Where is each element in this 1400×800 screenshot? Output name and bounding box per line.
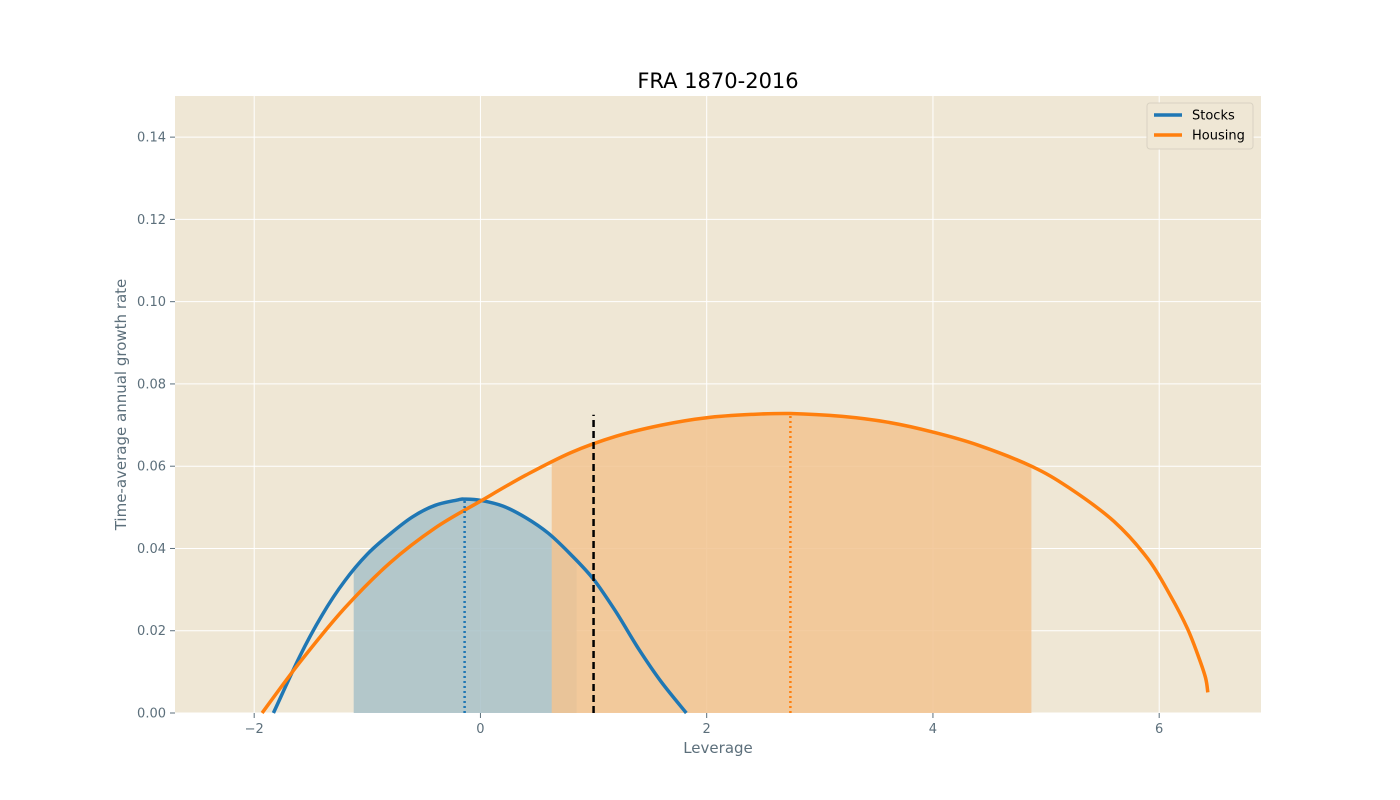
y-axis-ticks: 0.00 0.02 0.04 0.06 0.08 0.10 0.12 0.14 [137,131,175,722]
legend: Stocks Housing [1146,102,1254,150]
x-axis-label: Leverage [683,739,753,757]
x-tick-label: 2 [703,722,711,737]
band-housing [551,413,1032,713]
chart-title: FRA 1870-2016 [637,69,798,93]
y-tick-label: 0.08 [137,377,166,392]
x-tick-label: 4 [929,722,937,737]
y-axis-label: Time-average annual growth rate [112,279,130,532]
peak-markers [463,413,792,713]
y-tick-label: 0.00 [137,707,166,722]
y-tick-label: 0.06 [137,460,166,475]
x-tick-label: −2 [245,722,264,737]
x-tick-label: 0 [476,722,484,737]
y-tick-label: 0.14 [137,131,166,146]
y-tick-label: 0.02 [137,624,166,639]
legend-label-housing: Housing [1192,129,1245,144]
y-tick-label: 0.04 [137,542,166,557]
series-line-housing [260,411,1210,715]
y-tick-label: 0.10 [137,295,166,310]
series-lines [260,411,1210,715]
legend-label-stocks: Stocks [1192,109,1235,124]
x-axis-ticks: −2 0 2 4 6 [245,713,1163,737]
y-tick-label: 0.12 [137,213,166,228]
x-tick-label: 6 [1155,722,1163,737]
series-line-stocks [271,497,688,715]
shaded-bands [353,413,1032,713]
